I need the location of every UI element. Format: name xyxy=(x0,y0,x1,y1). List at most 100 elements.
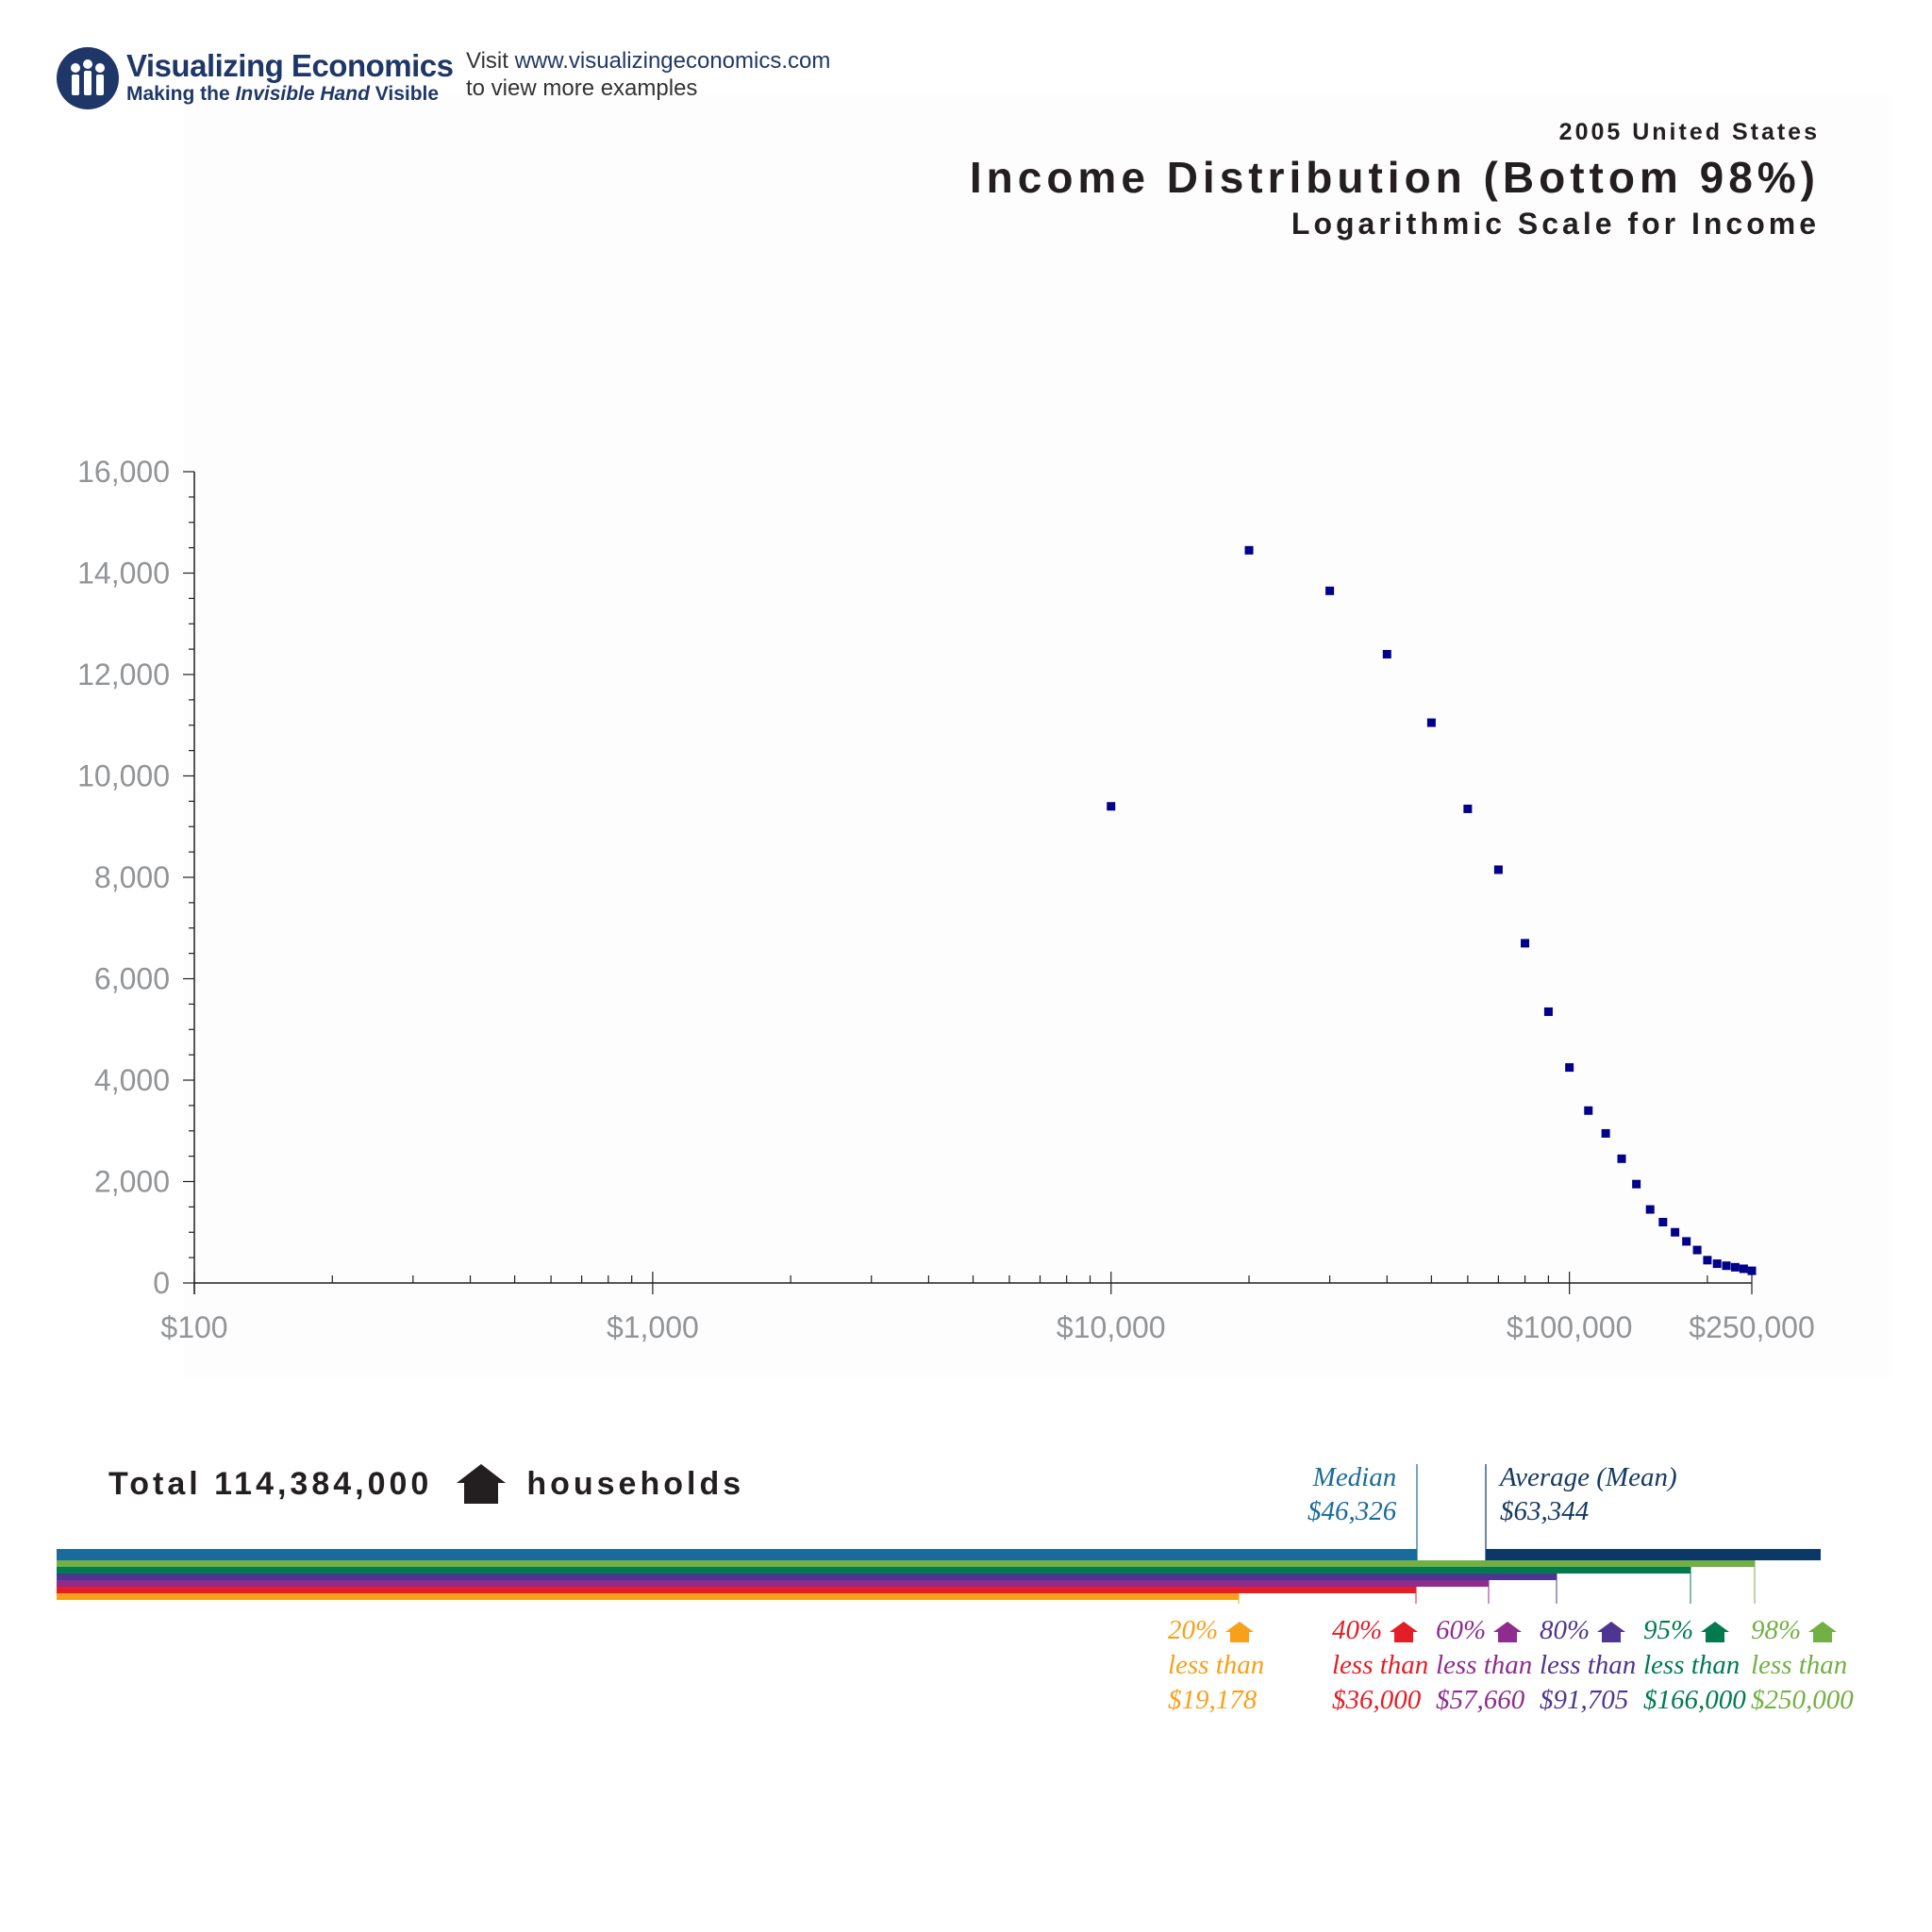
percentile-pct: 95% xyxy=(1643,1613,1746,1648)
data-point xyxy=(1671,1227,1680,1237)
data-point xyxy=(1658,1218,1668,1226)
visit-line2: to view more examples xyxy=(466,75,698,101)
tagline-part: Visible xyxy=(375,83,440,105)
percentile-less-than: less than xyxy=(1332,1650,1429,1680)
y-tick-label: 0 xyxy=(153,1266,170,1300)
data-point xyxy=(1722,1261,1731,1271)
y-tick-label: 10,000 xyxy=(77,759,170,793)
percentile-less-than: less than xyxy=(1436,1650,1533,1680)
data-point xyxy=(1682,1237,1691,1246)
percentile-bar xyxy=(57,1567,1690,1574)
data-point xyxy=(1325,586,1335,595)
x-tick-label: $250,000 xyxy=(1689,1310,1814,1344)
median-label: Median xyxy=(1312,1462,1397,1492)
mean-value: $63,344 xyxy=(1500,1496,1590,1526)
y-tick-label: 14,000 xyxy=(77,557,170,591)
y-tick-label: 12,000 xyxy=(77,658,170,691)
data-point xyxy=(1739,1264,1748,1274)
brand-tagline: Making the Invisible Hand Visible xyxy=(126,82,454,107)
percentile-value: $250,000 xyxy=(1751,1685,1854,1715)
households-total: Total 114,384,000 households xyxy=(108,1464,744,1504)
percentile-pct: 98% xyxy=(1751,1613,1854,1648)
y-tick-label: 2,000 xyxy=(94,1165,170,1199)
data-point xyxy=(1463,804,1473,813)
percentile-bar xyxy=(57,1574,1557,1580)
data-point xyxy=(1543,1007,1553,1016)
households-total-label: Total 114,384,000 xyxy=(108,1465,433,1502)
people-logo-icon xyxy=(57,47,119,109)
data-point xyxy=(1107,802,1116,811)
title-block: 2005 United States Income Distribution (… xyxy=(970,119,1820,242)
percentile-pct: 40% xyxy=(1332,1613,1428,1648)
percentile-less-than: less than xyxy=(1643,1650,1740,1680)
website-link[interactable]: www.visualizingeconomics.com xyxy=(514,48,831,74)
percentile-label: 20% less than $19,178 xyxy=(1168,1613,1264,1718)
percentile-value: $19,178 xyxy=(1168,1685,1257,1715)
percentile-bar xyxy=(57,1560,1755,1567)
chart-panel xyxy=(184,94,1891,1377)
chart-title: Income Distribution (Bottom 98%) xyxy=(969,153,1820,202)
percentile-less-than: less than xyxy=(1540,1650,1637,1680)
percentile-value: $91,705 xyxy=(1540,1685,1629,1715)
brand-title: Visualizing Economics xyxy=(126,48,454,83)
percentile-value: $166,000 xyxy=(1643,1685,1746,1715)
x-tick-label: $100 xyxy=(160,1310,227,1344)
data-point xyxy=(1645,1205,1655,1214)
percentile-label: 60% less than $57,660 xyxy=(1436,1613,1532,1718)
house-icon xyxy=(1808,1622,1838,1643)
percentile-pct: 20% xyxy=(1168,1613,1264,1648)
data-point xyxy=(1712,1259,1722,1269)
median-value: $46,326 xyxy=(1307,1496,1397,1526)
data-point xyxy=(1703,1256,1712,1265)
percentile-label: 95% less than $166,000 xyxy=(1643,1613,1746,1718)
visit-note: Visit www.visualizingeconomics.com to vi… xyxy=(466,47,830,102)
x-tick-label: $100,000 xyxy=(1507,1310,1632,1344)
percentile-label: 98% less than $250,000 xyxy=(1751,1613,1854,1718)
mean-label: Average (Mean) xyxy=(1500,1462,1677,1492)
house-icon xyxy=(1225,1622,1255,1643)
chart-supertitle: 2005 United States xyxy=(1558,119,1820,145)
data-point xyxy=(1692,1245,1702,1255)
data-point xyxy=(1244,545,1254,555)
data-point xyxy=(1521,939,1530,948)
tagline-italic: Invisible Hand xyxy=(235,83,370,105)
percentile-label: 80% less than $91,705 xyxy=(1540,1613,1636,1718)
y-tick-label: 8,000 xyxy=(94,860,170,894)
percentile-less-than: less than xyxy=(1168,1650,1265,1680)
mean-annotation: Average (Mean) $63,344 xyxy=(1500,1460,1677,1528)
data-point xyxy=(1617,1154,1626,1163)
data-point xyxy=(1747,1266,1757,1275)
percentile-less-than: less than xyxy=(1751,1650,1848,1680)
median-annotation: Median $46,326 xyxy=(1307,1460,1396,1528)
percentile-label: 40% less than $36,000 xyxy=(1332,1613,1428,1718)
house-icon xyxy=(1390,1622,1419,1643)
data-point xyxy=(1426,718,1436,727)
data-point xyxy=(1565,1063,1574,1073)
house-icon xyxy=(1701,1622,1730,1643)
percentile-value: $36,000 xyxy=(1332,1685,1422,1715)
visit-prefix: Visit xyxy=(466,48,508,74)
median-bar xyxy=(57,1549,1417,1560)
y-tick-label: 6,000 xyxy=(94,962,170,996)
percentile-pct: 60% xyxy=(1436,1613,1532,1648)
y-tick-label: 16,000 xyxy=(77,455,170,489)
data-point xyxy=(1382,650,1391,658)
percentile-bar xyxy=(57,1593,1239,1600)
data-point xyxy=(1632,1179,1641,1189)
house-icon xyxy=(1493,1622,1523,1643)
chart-subtitle: Logarithmic Scale for Income xyxy=(1291,207,1820,241)
brand-logo[interactable]: Visualizing Economics Making the Invisib… xyxy=(55,45,454,111)
data-point xyxy=(1493,865,1503,874)
house-icon xyxy=(457,1464,507,1504)
percentile-bar xyxy=(57,1587,1416,1593)
tagline-part: Making the xyxy=(126,83,230,105)
x-tick-label: $10,000 xyxy=(1057,1310,1166,1344)
percentile-bar xyxy=(57,1580,1489,1587)
x-tick-label: $1,000 xyxy=(607,1310,699,1344)
data-point xyxy=(1730,1262,1740,1272)
households-unit-label: households xyxy=(526,1465,745,1502)
data-point xyxy=(1601,1128,1610,1138)
percentile-pct: 80% xyxy=(1540,1613,1636,1648)
y-tick-label: 4,000 xyxy=(94,1063,170,1097)
